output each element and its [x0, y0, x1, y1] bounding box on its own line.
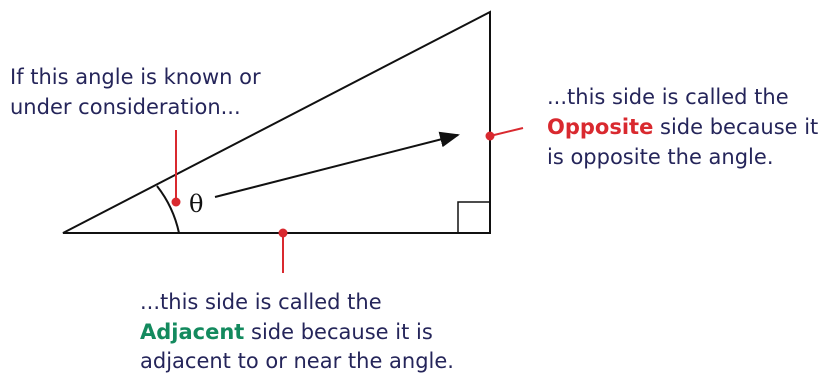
angle-arc [156, 185, 180, 234]
angle-label-line: If this angle is known or [10, 65, 261, 89]
opposite-keyword: Opposite [547, 115, 653, 139]
pointer-dot [171, 197, 181, 207]
opposite-label-line: Opposite side because it [547, 115, 818, 139]
adjacent-keyword: Adjacent [140, 320, 244, 344]
pointer-line [489, 127, 524, 137]
adjacent-label-line: Adjacent side because it is [140, 320, 433, 344]
adjacent-label-line: ...this side is called the [140, 290, 382, 314]
adjacent-rest: side because it is [251, 320, 433, 344]
right-angle-mark [457, 201, 490, 233]
opposite-label-line: ...this side is called the [547, 85, 789, 109]
theta-label: θ [189, 190, 203, 218]
pointer-dot [278, 228, 288, 238]
adjacent-label-line: adjacent to or near the angle. [140, 349, 454, 373]
angle-label-line: under consideration... [10, 95, 241, 119]
pointer-dot [485, 131, 495, 141]
arrow [214, 131, 460, 198]
opposite-rest: side because it [660, 115, 818, 139]
opposite-label-line: is opposite the angle. [547, 145, 774, 169]
triangle [62, 10, 491, 234]
